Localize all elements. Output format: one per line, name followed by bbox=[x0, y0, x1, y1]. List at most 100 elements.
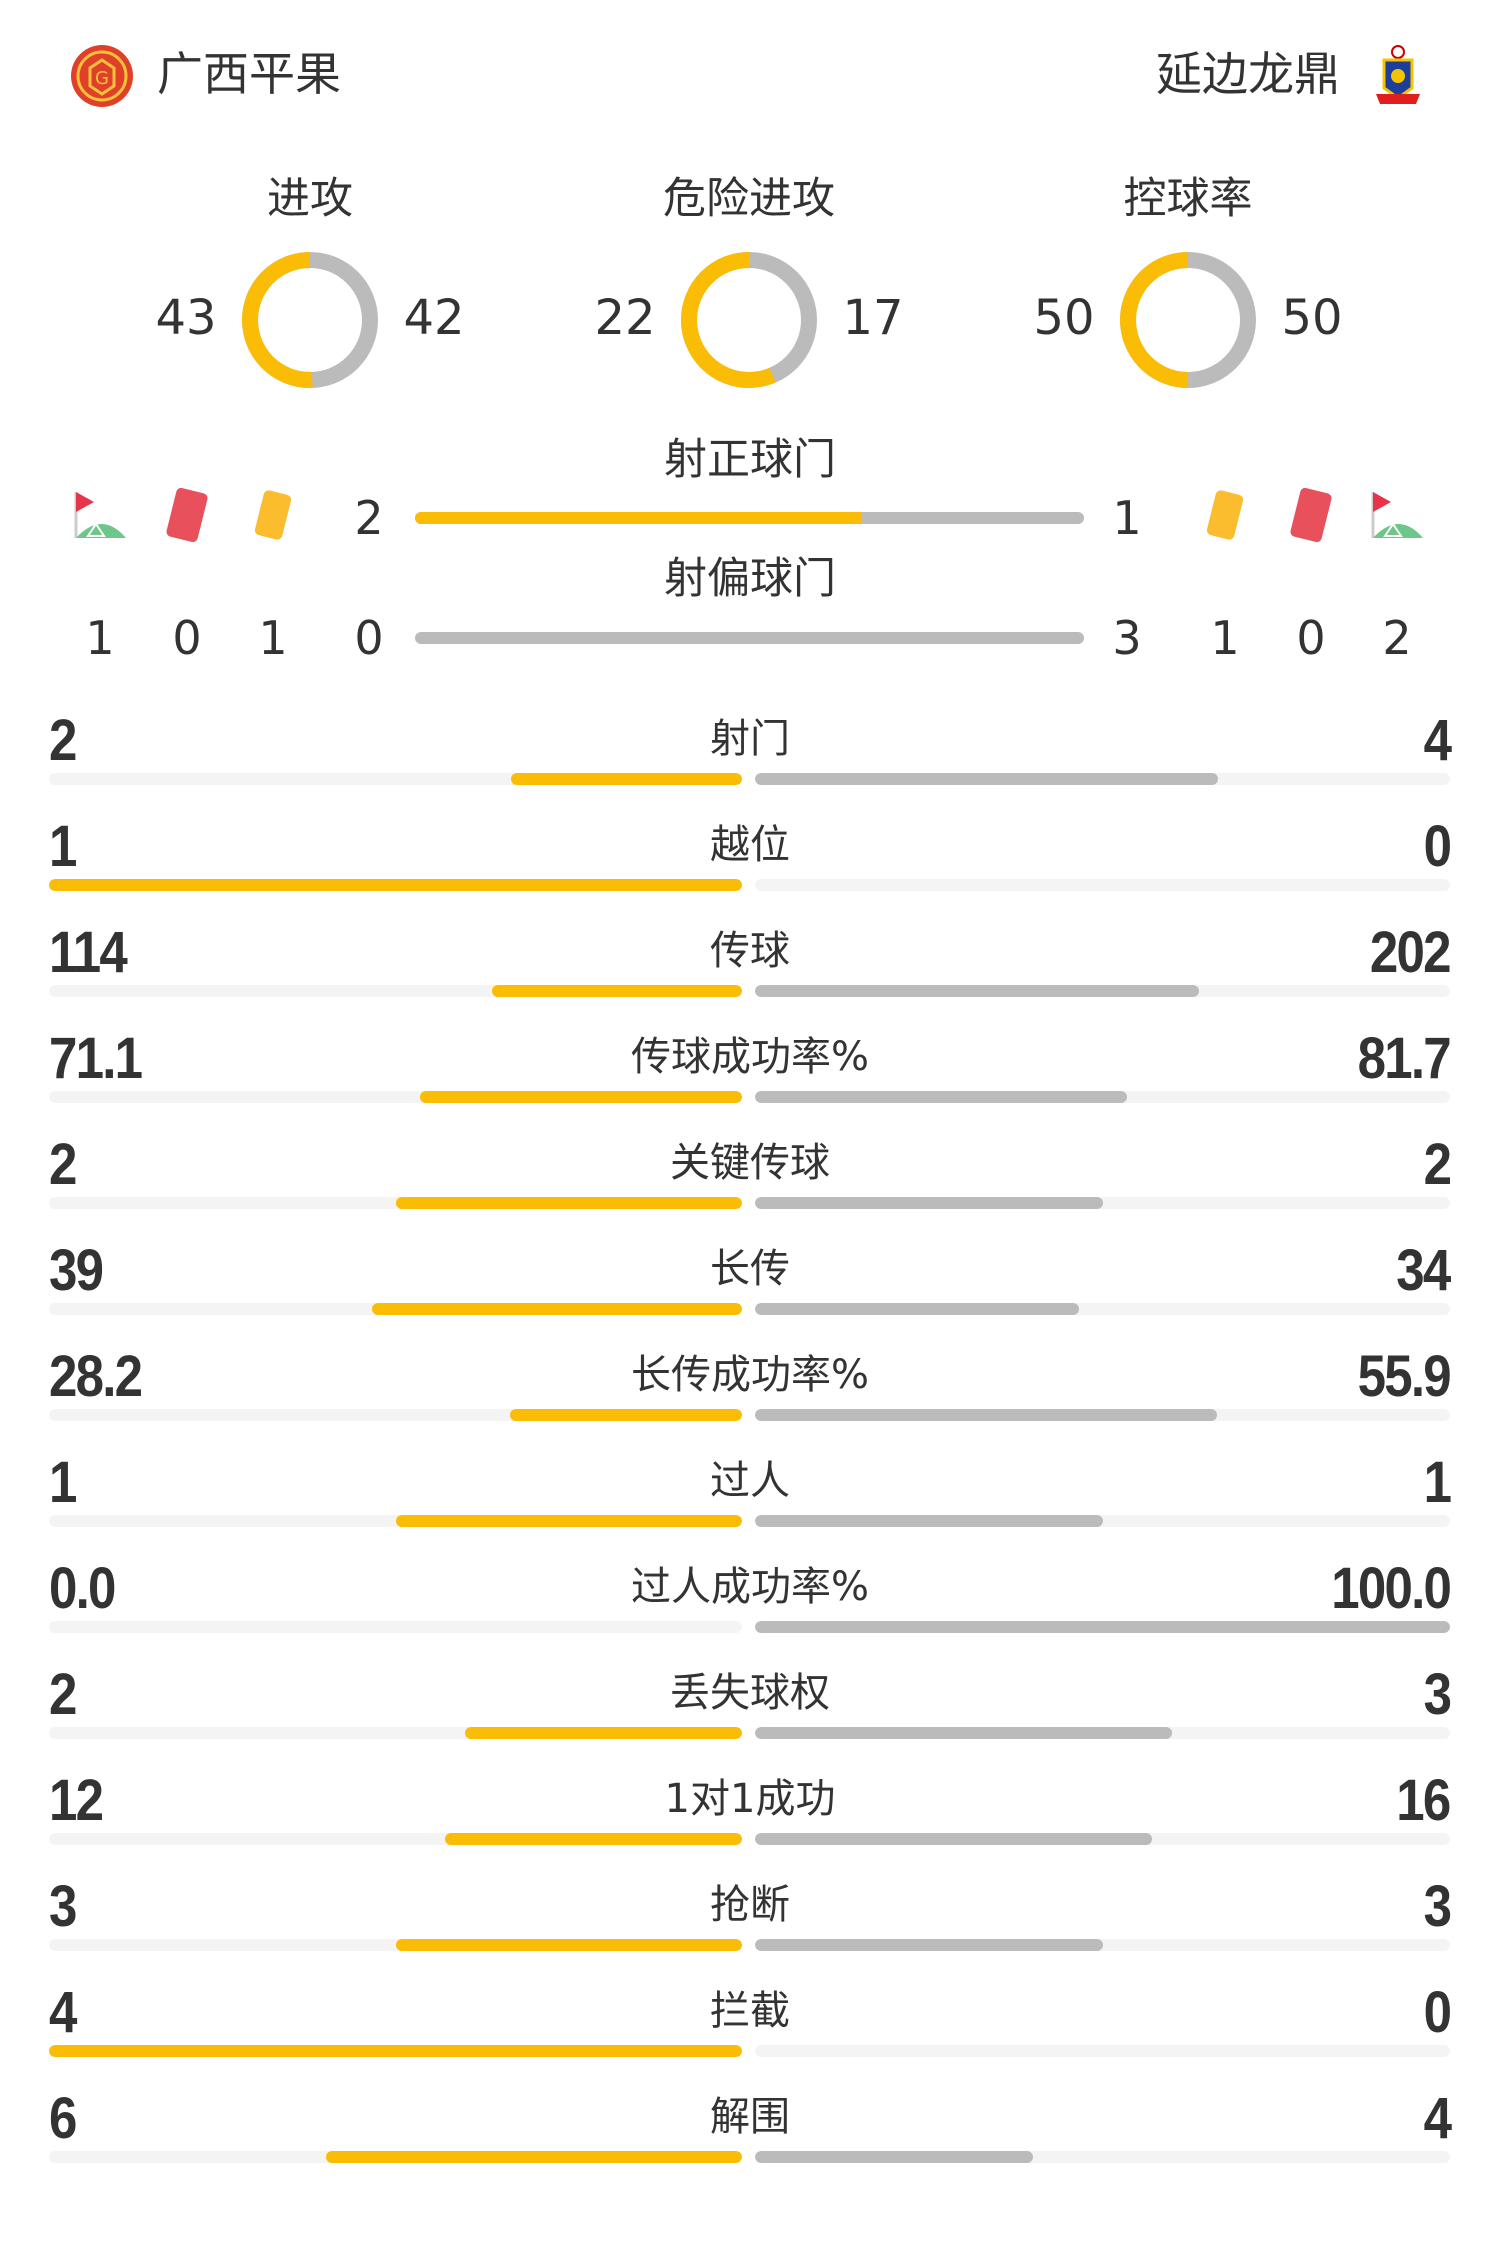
shots-off-target-home: 0 bbox=[354, 611, 384, 665]
donut-title: 进攻 bbox=[267, 174, 353, 224]
stat-row: 71.1 传球成功率% 81.7 bbox=[0, 1018, 1500, 1124]
stat-row: 6 解围 4 bbox=[0, 2078, 1500, 2184]
stat-label: 射门 bbox=[710, 716, 790, 762]
stat-away-track bbox=[755, 1091, 1450, 1103]
stat-home-bar bbox=[419, 1091, 742, 1103]
stat-home-track bbox=[49, 879, 742, 891]
home-corners-count: 1 bbox=[85, 611, 115, 665]
stat-row: 12 1对1成功 16 bbox=[0, 1760, 1500, 1866]
stat-home-track bbox=[49, 1197, 742, 1209]
stat-away-value: 34 bbox=[1396, 1238, 1452, 1303]
stat-home-track bbox=[49, 1091, 742, 1103]
shots-on-target-home: 2 bbox=[354, 491, 384, 545]
stat-row: 2 丢失球权 3 bbox=[0, 1654, 1500, 1760]
away-team-logo bbox=[1366, 44, 1430, 108]
donut-away-value: 17 bbox=[842, 290, 904, 346]
stat-away-value: 0 bbox=[1423, 814, 1451, 879]
stat-away-bar bbox=[755, 773, 1219, 785]
home-red-cards-count: 0 bbox=[172, 611, 202, 665]
donut-chart bbox=[679, 250, 819, 390]
stat-away-bar bbox=[755, 1833, 1153, 1845]
donut-away-value: 42 bbox=[403, 290, 465, 346]
away-yellow-cards-count: 1 bbox=[1210, 611, 1240, 665]
stat-away-value: 16 bbox=[1396, 1768, 1452, 1833]
away-red-cards-count: 0 bbox=[1296, 611, 1326, 665]
stat-home-track bbox=[49, 2151, 742, 2163]
stat-away-track bbox=[755, 879, 1450, 891]
stat-label: 拦截 bbox=[710, 1988, 790, 2034]
stat-away-bar bbox=[755, 1303, 1079, 1315]
stat-home-value: 2 bbox=[49, 1662, 77, 1727]
shots-on-target-bar bbox=[415, 512, 1084, 524]
shots-on-target-label: 射正球门 bbox=[664, 435, 836, 485]
stat-home-bar bbox=[326, 2151, 742, 2163]
stat-away-track bbox=[755, 1621, 1450, 1633]
stat-label: 长传成功率% bbox=[630, 1352, 869, 1398]
stat-away-bar bbox=[755, 985, 1200, 997]
stat-home-value: 71.1 bbox=[49, 1026, 143, 1091]
away-yellow-card-icon bbox=[1197, 486, 1253, 542]
stat-away-track bbox=[755, 2151, 1450, 2163]
stat-home-bar bbox=[395, 1939, 742, 1951]
shots-on-target-away: 1 bbox=[1112, 491, 1142, 545]
donut-chart bbox=[240, 250, 380, 390]
stat-home-track bbox=[49, 2045, 742, 2057]
home-team-name: 广西平果 bbox=[157, 47, 341, 101]
stat-label: 长传 bbox=[710, 1246, 790, 1292]
stat-away-bar bbox=[755, 1727, 1172, 1739]
stat-home-value: 2 bbox=[49, 708, 77, 773]
stat-home-track bbox=[49, 773, 742, 785]
stat-home-value: 12 bbox=[49, 1768, 104, 1833]
stat-away-value: 202 bbox=[1370, 920, 1452, 985]
stat-away-value: 100.0 bbox=[1331, 1556, 1452, 1621]
stat-away-value: 1 bbox=[1423, 1450, 1451, 1515]
home-yellow-cards-count: 1 bbox=[258, 611, 288, 665]
stat-away-bar bbox=[755, 1091, 1127, 1103]
stat-row: 2 射门 4 bbox=[0, 700, 1500, 806]
stat-label: 抢断 bbox=[710, 1882, 790, 1928]
stat-away-value: 3 bbox=[1423, 1662, 1451, 1727]
stat-away-bar bbox=[755, 1515, 1103, 1527]
stat-home-bar bbox=[395, 1515, 742, 1527]
stat-row: 2 关键传球 2 bbox=[0, 1124, 1500, 1230]
stat-home-bar bbox=[445, 1833, 742, 1845]
stat-home-value: 1 bbox=[49, 1450, 77, 1515]
away-team-name: 延边龙鼎 bbox=[1156, 47, 1340, 101]
stat-home-track bbox=[49, 1833, 742, 1845]
stat-home-track bbox=[49, 1515, 742, 1527]
stat-row: 1 过人 1 bbox=[0, 1442, 1500, 1548]
stat-home-track bbox=[49, 985, 742, 997]
donut-home-value: 43 bbox=[155, 290, 217, 346]
stat-home-bar bbox=[49, 879, 742, 891]
stat-home-value: 2 bbox=[49, 1132, 77, 1197]
home-yellow-card-icon bbox=[245, 486, 301, 542]
donut-home-arc bbox=[242, 252, 378, 388]
stat-away-bar bbox=[755, 1939, 1103, 1951]
shots-off-target-bar bbox=[415, 632, 1084, 644]
home-red-card-icon bbox=[159, 486, 215, 543]
stat-label: 过人 bbox=[710, 1458, 790, 1504]
stat-row: 28.2 长传成功率% 55.9 bbox=[0, 1336, 1500, 1442]
home-team-logo: G bbox=[70, 44, 134, 108]
home-corner-flag-icon bbox=[72, 488, 128, 544]
stat-label: 1对1成功 bbox=[664, 1776, 836, 1822]
stat-away-track bbox=[755, 1409, 1450, 1421]
stat-home-value: 39 bbox=[49, 1238, 104, 1303]
shots-on-target-home-fill bbox=[415, 512, 861, 524]
stat-away-track bbox=[755, 985, 1450, 997]
stat-home-track bbox=[49, 1939, 742, 1951]
donut-title: 控球率 bbox=[1123, 174, 1253, 224]
stat-label: 传球成功率% bbox=[630, 1034, 869, 1080]
stat-home-value: 1 bbox=[49, 814, 77, 879]
stat-away-track bbox=[755, 2045, 1450, 2057]
stat-label: 关键传球 bbox=[670, 1140, 830, 1186]
stat-away-track bbox=[755, 1939, 1450, 1951]
away-corners-count: 2 bbox=[1382, 611, 1412, 665]
stat-away-track bbox=[755, 1833, 1450, 1845]
stat-home-value: 3 bbox=[49, 1874, 77, 1939]
stat-home-track bbox=[49, 1303, 742, 1315]
stat-label: 解围 bbox=[710, 2094, 790, 2140]
stat-away-track bbox=[755, 1197, 1450, 1209]
stat-away-value: 3 bbox=[1423, 1874, 1451, 1939]
svg-text:G: G bbox=[95, 68, 109, 89]
